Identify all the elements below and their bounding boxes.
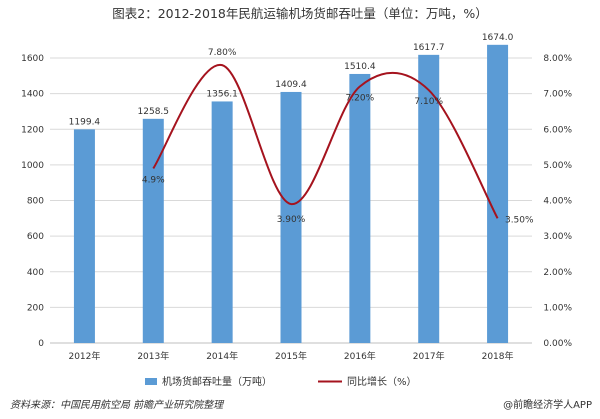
bar-data-label: 1258.5 — [138, 107, 170, 117]
line-data-label: 7.80% — [208, 48, 237, 58]
bar — [280, 91, 302, 343]
y-axis-left: 0 200 400 600 800 1000 1200 1400 1600 — [21, 54, 44, 349]
growth-line — [152, 64, 499, 219]
legend: 机场货邮吞吐量（万吨） 同比增长（%） — [145, 375, 417, 388]
bar-data-label: 1199.4 — [69, 117, 101, 127]
legend-bar-swatch — [145, 378, 157, 385]
bar-data-label: 1674.0 — [482, 33, 514, 43]
bar — [211, 101, 233, 343]
bar-data-label: 1617.7 — [413, 43, 445, 53]
y-right-tick-label: 7.00% — [543, 90, 572, 100]
x-tick-label: 2017年 — [413, 350, 445, 362]
bar — [349, 73, 371, 344]
bar-data-label: 1510.4 — [344, 62, 376, 72]
x-tick-label: 2018年 — [482, 350, 514, 362]
bar-series: 1199.4 1258.5 1356.1 1409.4 1510.4 1617.7 1674… — [69, 33, 514, 344]
y-left-tick-label: 200 — [27, 303, 44, 313]
line-data-label: 7.20% — [346, 94, 375, 104]
x-tick-label: 2014年 — [206, 350, 238, 362]
brand-watermark: @前瞻经济学人APP — [503, 398, 592, 411]
bar — [487, 44, 509, 343]
y-right-tick-label: 2.00% — [543, 268, 572, 278]
y-right-tick-label: 1.00% — [543, 303, 572, 313]
y-right-tick-label: 4.00% — [543, 197, 572, 207]
y-right-tick-label: 0.00% — [543, 339, 572, 349]
y-left-tick-label: 600 — [27, 232, 44, 242]
bar-data-label: 1356.1 — [206, 89, 238, 99]
y-left-tick-label: 0 — [38, 339, 44, 349]
line-series: 4.9% 7.80% 3.90% 7.20% 7.10% 3.50% — [142, 48, 534, 225]
bar — [73, 129, 95, 343]
y-left-tick-label: 800 — [27, 197, 44, 207]
legend-bar-label: 机场货邮吞吐量（万吨） — [162, 375, 272, 388]
line-data-label: 7.10% — [414, 97, 443, 107]
y-left-tick-label: 1600 — [21, 54, 44, 64]
chart-title: 图表2：2012-2018年民航运输机场货邮吞吐量（单位：万吨，%） — [112, 6, 487, 21]
y-left-tick-label: 1000 — [21, 161, 44, 171]
y-right-tick-label: 8.00% — [543, 54, 572, 64]
y-right-tick-label: 6.00% — [543, 125, 572, 135]
x-tick-label: 2016年 — [344, 350, 376, 362]
x-tick-label: 2015年 — [275, 350, 307, 362]
source-note: 资料来源：中国民用航空局 前瞻产业研究院整理 — [10, 399, 225, 411]
y-left-tick-label: 1200 — [21, 125, 44, 135]
bar-data-label: 1409.4 — [275, 80, 307, 90]
y-right-tick-label: 5.00% — [543, 161, 572, 171]
bar — [418, 54, 440, 343]
line-data-label: 4.9% — [142, 175, 165, 185]
y-left-tick-label: 400 — [27, 268, 44, 278]
x-tick-label: 2013年 — [137, 350, 169, 362]
line-data-label: 3.90% — [277, 215, 306, 225]
legend-line-label: 同比增长（%） — [347, 375, 417, 388]
x-axis: 2012年 2013年 2014年 2015年 2016年 2017年 2018年 — [68, 350, 513, 362]
bar — [142, 118, 164, 344]
x-tick-label: 2012年 — [68, 350, 100, 362]
y-axis-right: 0.00% 1.00% 2.00% 3.00% 4.00% 5.00% 6.00% 7.00%… — [543, 54, 572, 349]
line-data-label: 3.50% — [505, 215, 534, 225]
y-right-tick-label: 3.00% — [543, 232, 572, 242]
y-left-tick-label: 1400 — [21, 90, 44, 100]
